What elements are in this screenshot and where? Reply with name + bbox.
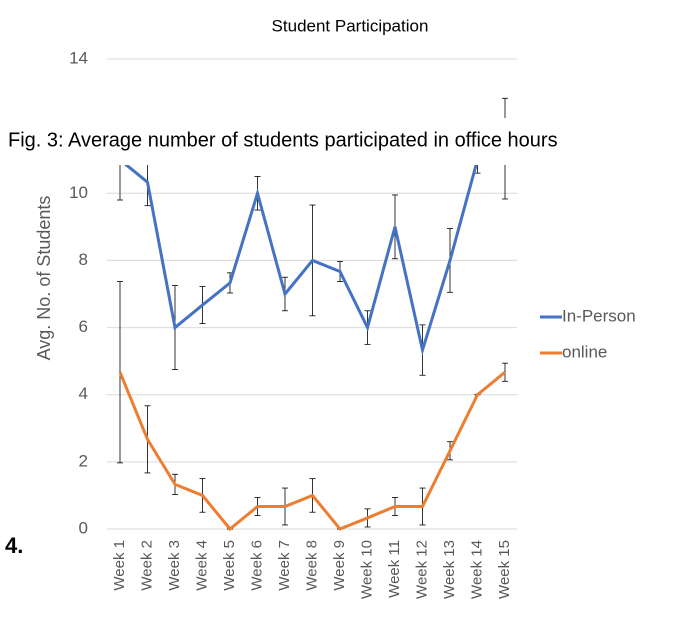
y-tick-label: 0 — [79, 518, 88, 537]
x-tick-label: Week 8 — [303, 540, 320, 591]
x-tick-label: Week 14 — [468, 540, 485, 599]
x-tick-label: Week 1 — [111, 540, 128, 591]
figure-label: 4. — [5, 533, 23, 558]
caption-band — [0, 118, 677, 165]
y-tick-label: 2 — [79, 451, 88, 470]
series-line — [119, 147, 506, 356]
x-tick-label: Week 4 — [193, 540, 210, 591]
y-axis-label: Avg. No. of Students — [34, 196, 54, 361]
x-tick-label: Week 10 — [358, 540, 375, 599]
caption: Fig. 3: Average number of students parti… — [8, 129, 558, 151]
x-tick-label: Week 15 — [496, 540, 513, 599]
x-tick-label: Week 13 — [441, 540, 458, 599]
y-tick-label: 14 — [69, 48, 88, 67]
y-tick-label: 6 — [79, 317, 88, 336]
x-tick-label: Week 3 — [166, 540, 183, 591]
y-tick-label: 10 — [69, 183, 88, 202]
y-tick-label: 4 — [79, 384, 88, 403]
x-tick-label: Week 5 — [221, 540, 238, 591]
chart-title: Student Participation — [272, 16, 429, 35]
x-tick-label: Week 12 — [413, 540, 430, 599]
legend-label: In-Person — [562, 306, 636, 325]
y-tick-label: 8 — [79, 250, 88, 269]
legend-label: online — [562, 342, 607, 361]
series-line — [118, 371, 506, 532]
x-tick-label: Week 2 — [138, 540, 155, 591]
x-tick-label: Week 7 — [276, 540, 293, 591]
x-tick-label: Week 9 — [331, 540, 348, 591]
x-tick-label: Week 11 — [386, 540, 403, 598]
x-tick-label: Week 6 — [248, 540, 265, 591]
